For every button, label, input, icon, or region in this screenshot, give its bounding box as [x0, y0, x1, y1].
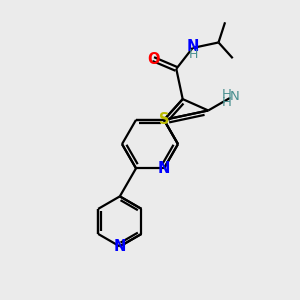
- Text: O: O: [147, 52, 160, 67]
- Text: N: N: [114, 239, 126, 254]
- Text: H: H: [221, 96, 231, 109]
- Text: N: N: [158, 161, 170, 176]
- Text: H: H: [221, 88, 231, 101]
- Text: S: S: [159, 112, 169, 128]
- Text: N: N: [230, 90, 240, 103]
- Text: N: N: [186, 39, 199, 54]
- Text: H: H: [188, 48, 198, 61]
